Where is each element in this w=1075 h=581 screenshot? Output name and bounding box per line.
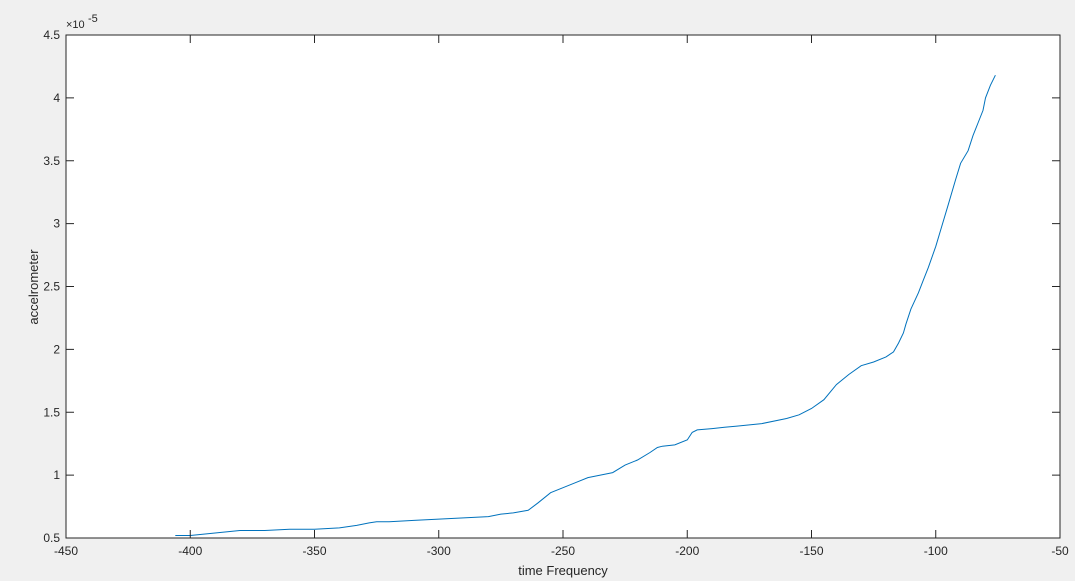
y-axis-label: accelrometer — [26, 249, 41, 325]
x-tick-label: -150 — [799, 544, 823, 558]
y-tick-label: 4 — [53, 91, 60, 105]
y-tick-label: 2 — [53, 342, 60, 356]
y-tick-label: 2.5 — [43, 280, 60, 294]
x-tick-label: -450 — [54, 544, 78, 558]
ticks-layer: -450 -400 -350 -300 -250 -200 -150 -100 -50 0.5 1 1… — [43, 28, 1069, 558]
x-tick-label: -50 — [1051, 544, 1069, 558]
y-tick-label: 4.5 — [43, 28, 60, 42]
x-tick-label: -300 — [427, 544, 451, 558]
x-tick-label: -350 — [302, 544, 326, 558]
y-tick-label: 3.5 — [43, 154, 60, 168]
y-tick-label: 1.5 — [43, 405, 60, 419]
plot-area — [66, 35, 1060, 538]
x-tick-label: -400 — [178, 544, 202, 558]
y-tick-label: 3 — [53, 217, 60, 231]
marks-layer — [175, 74, 996, 536]
x-axis-label: time Frequency — [518, 563, 608, 578]
x-tick-label: -200 — [675, 544, 699, 558]
y-multiplier-base: ×10 — [66, 19, 85, 31]
x-tick-label: -250 — [551, 544, 575, 558]
y-multiplier-exp: -5 — [88, 13, 98, 25]
y-tick-label: 1 — [53, 468, 60, 482]
series-line — [175, 74, 996, 536]
y-tick-label: 0.5 — [43, 531, 60, 545]
x-tick-label: -100 — [924, 544, 948, 558]
